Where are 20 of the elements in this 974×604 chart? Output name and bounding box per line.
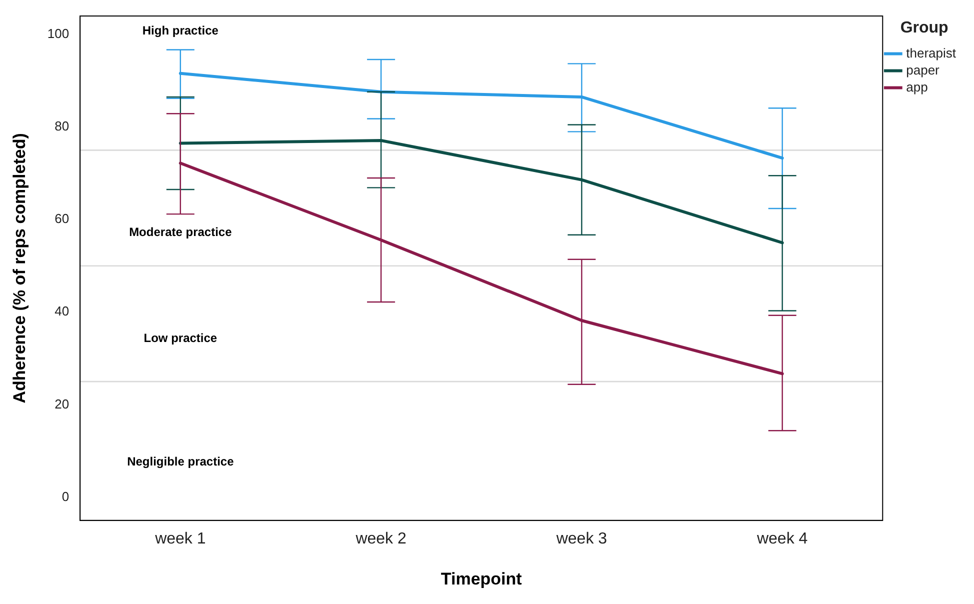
legend-label: therapist (906, 45, 956, 60)
y-tick-label: 0 (62, 488, 70, 504)
annotation: Low practice (144, 331, 218, 346)
x-axis-title: Timepoint (440, 569, 522, 588)
annotation: Negligible practice (127, 454, 234, 469)
y-axis-title: Adherence (% of reps completed) (10, 133, 29, 404)
legend-label: paper (906, 62, 940, 78)
y-tick-label: 20 (54, 396, 70, 412)
annotation: High practice (142, 23, 219, 38)
y-tick-label: 40 (54, 304, 70, 319)
y-tick-label: 80 (54, 118, 70, 134)
x-tick-label: week 3 (555, 530, 608, 548)
legend-label: app (906, 79, 928, 94)
legend-title: Group (900, 19, 949, 36)
y-tick-label: 60 (54, 211, 70, 226)
x-tick-label: week 2 (354, 530, 406, 548)
annotation: Moderate practice (129, 225, 232, 240)
x-tick-label: week 1 (154, 530, 206, 548)
y-tick-label: 100 (47, 26, 70, 42)
x-tick-label: week 4 (756, 530, 808, 548)
